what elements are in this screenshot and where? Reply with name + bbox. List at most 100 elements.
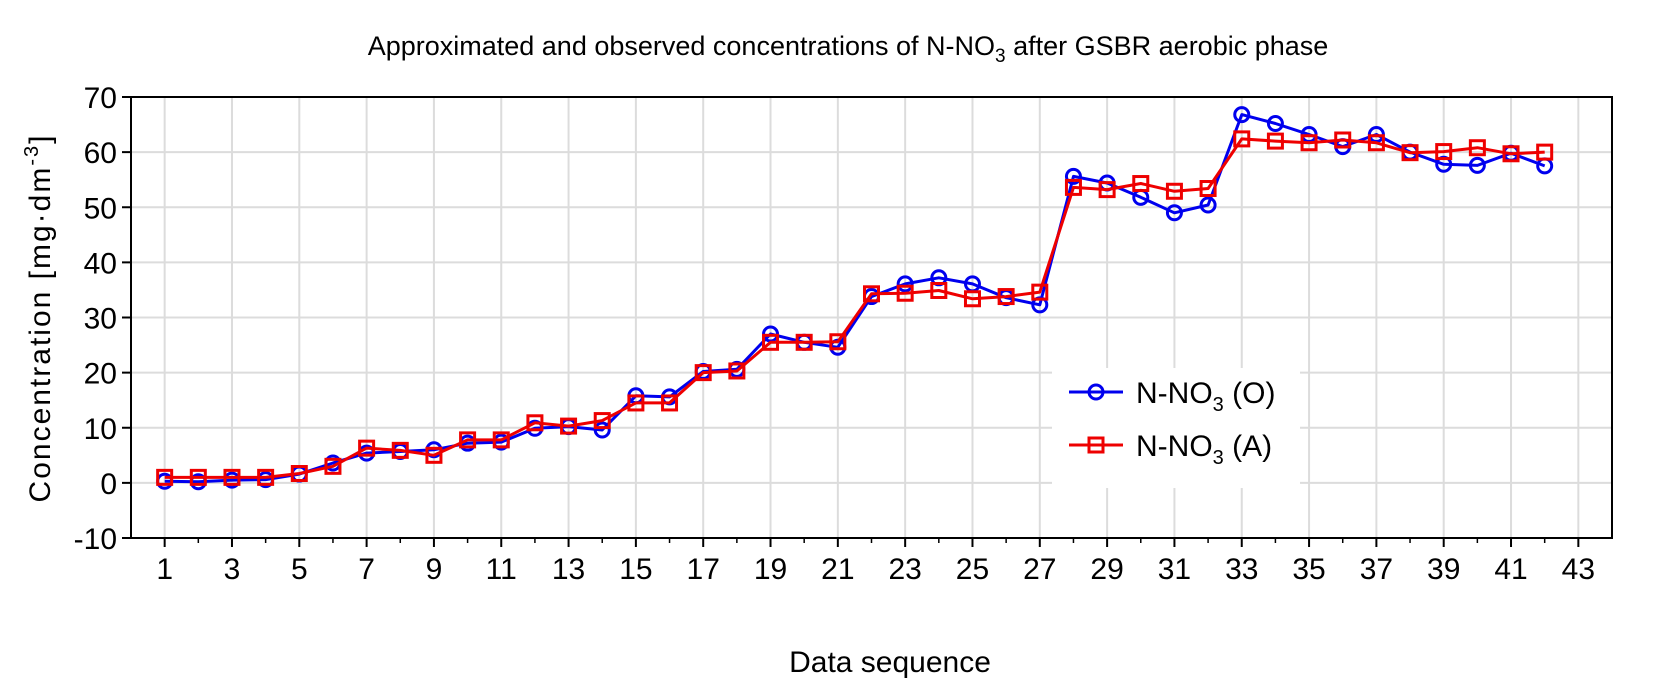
x-tick-label: 39 [1427,553,1460,586]
data-point [560,417,578,435]
x-tick-label: 1 [156,553,173,586]
data-point [459,431,477,449]
data-point [896,275,914,293]
series-line [164,137,1545,479]
legend-label-approximated: N-NO3 (A) [1136,430,1272,469]
x-tick-label: 15 [619,553,652,586]
legend-item-observed: N-NO3 (O) [1069,377,1275,416]
data-point [1536,143,1554,161]
x-axis-label: Data sequence [789,646,991,679]
chart-title: Approximated and observed concentrations… [368,31,1329,67]
data-point [963,290,981,308]
x-tick-label: 43 [1562,553,1595,586]
series-layer [156,106,1554,491]
legend: N-NO3 (O) N-NO3 (A) [1052,368,1300,488]
x-tick-label: 13 [552,553,585,586]
data-point [661,394,679,412]
data-point [1468,139,1486,157]
data-point [1502,145,1520,163]
data-point [896,284,914,302]
data-point [358,439,376,457]
legend-label-observed: N-NO3 (O) [1136,377,1275,416]
x-tick-label: 27 [1023,553,1056,586]
data-point [1233,130,1251,148]
y-tick-label: 30 [84,303,117,336]
data-point [795,333,813,351]
x-tick-label: 37 [1360,553,1393,586]
x-tick-label: 11 [486,553,517,586]
x-tick-label: 3 [224,553,241,586]
data-point [1468,156,1486,174]
y-tick-label: 40 [84,247,117,280]
data-point [257,468,275,486]
data-point [1132,175,1150,193]
data-point [1165,204,1183,222]
y-tick-label: 0 [100,468,117,501]
x-tick-label: 41 [1494,553,1527,586]
data-point [1367,134,1385,152]
data-point [1199,196,1217,214]
series-approximated [156,130,1554,486]
data-point [762,333,780,351]
data-point [156,468,174,486]
data-point [829,333,847,351]
data-point [1435,143,1453,161]
y-tick-label: -10 [74,523,117,556]
y-tick-label: 60 [84,137,117,170]
data-point [189,468,207,486]
x-tick-label: 35 [1292,553,1325,586]
data-point [1199,180,1217,198]
legend-marker-observed [1087,383,1105,401]
x-tick-label: 5 [291,553,308,586]
data-point [526,414,544,432]
series-line [164,113,1546,484]
x-tick-label: 33 [1225,553,1258,586]
data-point [728,362,746,380]
data-point [1334,131,1352,149]
data-point [694,364,712,382]
data-point [492,431,510,449]
x-tick-label: 7 [358,553,375,586]
y-axis-ticks: -10 0 10 20 30 40 50 60 70 [74,82,131,556]
x-tick-label: 29 [1090,553,1123,586]
y-tick-label: 20 [84,358,117,391]
data-point [290,465,308,483]
data-point [391,441,409,459]
x-tick-label: 17 [687,553,720,586]
y-tick-label: 70 [84,82,117,115]
data-point [1300,134,1318,152]
x-tick-label: 25 [956,553,989,586]
y-tick-label: 10 [84,413,117,446]
data-point [1064,178,1082,196]
x-tick-label: 21 [821,553,854,586]
x-tick-label: 23 [888,553,921,586]
y-axis-label: Concentration [mg·dm-3] [21,134,57,503]
data-point [1098,181,1116,199]
x-tick-label: 31 [1158,553,1191,586]
data-point [425,446,443,464]
data-point [863,285,880,303]
legend-item-approximated: N-NO3 (A) [1069,430,1272,469]
data-point [593,421,611,439]
data-point [997,288,1015,306]
data-point [593,412,611,430]
data-point [1031,283,1049,301]
data-point [223,468,241,486]
legend-marker-approximated [1087,436,1105,454]
data-point [1165,182,1183,200]
data-point [1401,144,1419,162]
data-point [1266,132,1284,150]
data-point [1064,167,1082,185]
data-point [1266,114,1284,132]
x-axis-ticks: 1 3 5 7 9 11 13 15 17 19 21 23 25 27 29 31 33 35 37 39 41 43 [156,538,1595,586]
data-point [627,394,645,412]
grid-lines [131,97,1612,538]
data-point [324,457,342,475]
data-point [1233,106,1251,124]
x-tick-label: 19 [754,553,787,586]
y-tick-label: 50 [84,192,117,225]
legend-box [1052,368,1300,488]
x-tick-label: 9 [426,553,443,586]
data-point [930,281,948,299]
